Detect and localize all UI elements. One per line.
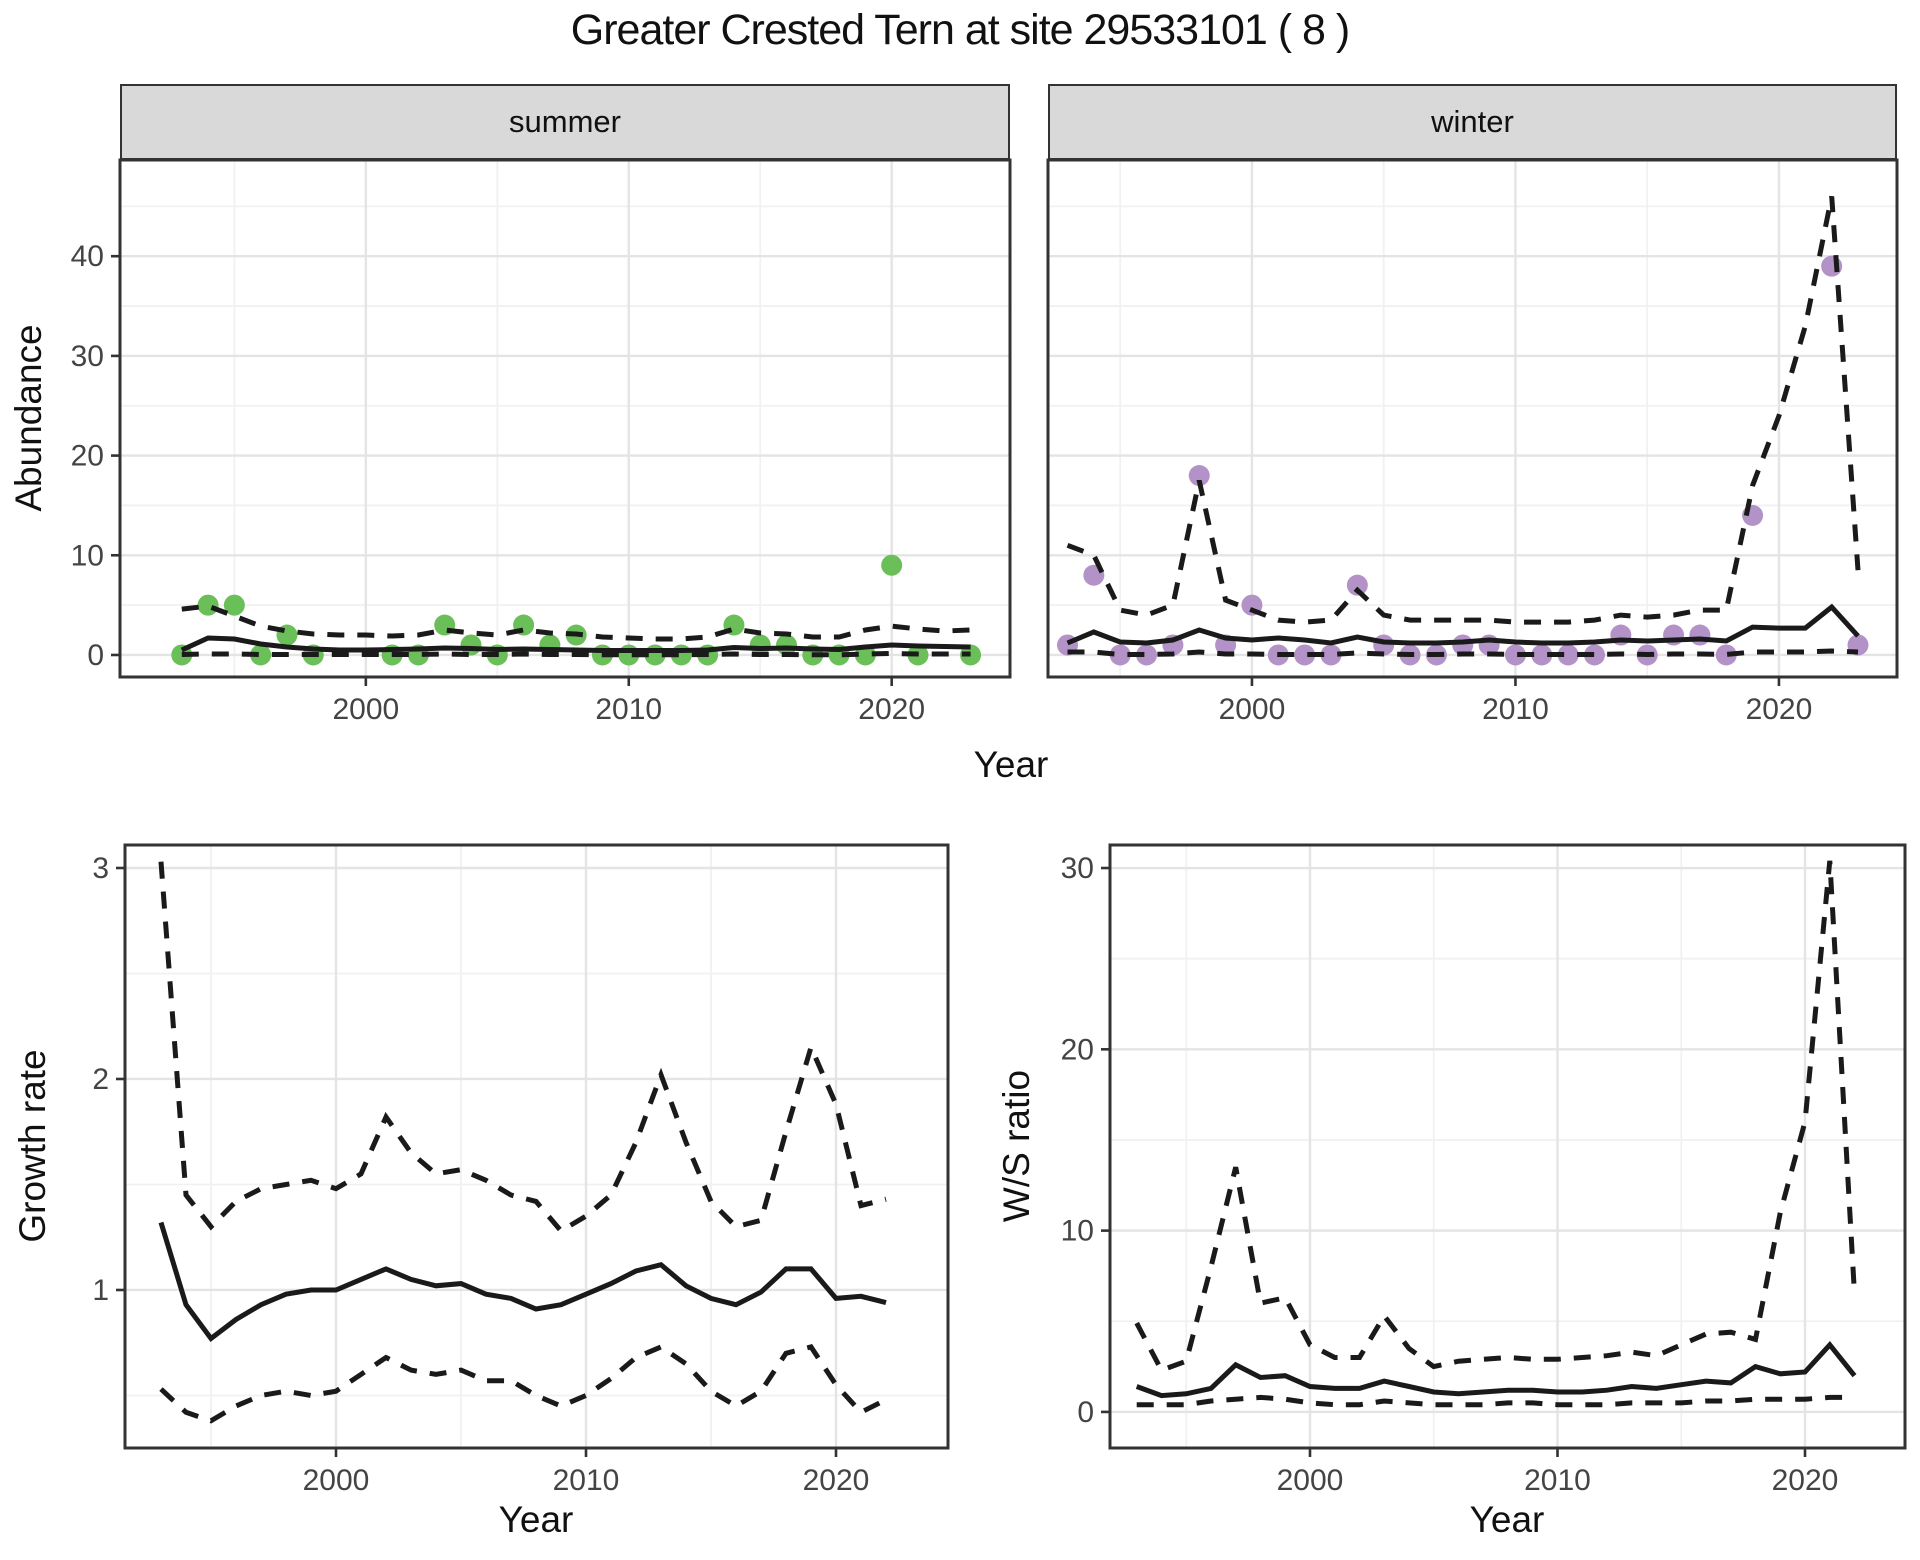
series-median-growth-rate	[158, 1221, 887, 1343]
x-axis-title-year-top: Year	[973, 744, 1049, 785]
panel-border	[118, 158, 1012, 679]
y-tick-label: 40	[71, 240, 104, 273]
data-point-winter	[1504, 644, 1526, 666]
data-point-winter	[1531, 644, 1553, 666]
series-lower-credible-interval	[181, 650, 971, 658]
x-tick-label: 2000	[303, 1464, 370, 1497]
x-tick-label: 2020	[858, 693, 925, 726]
data-point-winter	[1109, 644, 1131, 666]
x-tick-label: 2010	[553, 1464, 620, 1497]
y-tick-label: 20	[71, 440, 104, 473]
y-tick-label: 10	[71, 539, 104, 572]
y-tick-label: 3	[92, 852, 109, 885]
data-point-winter	[1557, 644, 1579, 666]
data-point-summer	[223, 594, 245, 616]
facet-strip-winter: winter	[1048, 84, 1897, 160]
x-tick-label: 2000	[1277, 1464, 1344, 1497]
x-tick-label: 2020	[1772, 1464, 1839, 1497]
panel-background	[125, 845, 948, 1448]
data-point-winter	[1689, 624, 1711, 646]
data-point-winter	[1346, 574, 1368, 596]
y-tick-label: 0	[1077, 1396, 1094, 1429]
panel-ws-ratio: 2000 2010 2020 0 10 20 30	[1061, 843, 1907, 1497]
panel-abundance-winter: 2000 2010 2020	[1046, 158, 1899, 726]
series-model-median	[1066, 603, 1860, 646]
y-tick-label: 2	[92, 1063, 109, 1096]
panel-background	[1048, 160, 1897, 677]
panel-growth-rate: 2000 2010 2020 1 2 3	[92, 843, 950, 1497]
series-upper-credible-interval	[1066, 195, 1861, 625]
panel-border	[1108, 843, 1907, 1450]
panel-border	[1046, 158, 1899, 679]
facet-strip-summer: summer	[120, 84, 1010, 160]
series-lower-credible-interval	[1067, 648, 1859, 658]
data-point-winter	[1320, 644, 1342, 666]
x-axis-title-year-bottom-left: Year	[498, 1499, 574, 1540]
y-tick-label: 1	[92, 1274, 109, 1307]
y-tick-label: 30	[1061, 852, 1094, 885]
y-tick-label: 20	[1061, 1033, 1094, 1066]
data-point-winter	[1715, 644, 1737, 666]
series-upper-credible-interval	[1134, 860, 1857, 1374]
data-point-winter	[1294, 644, 1316, 666]
panel-background	[1110, 845, 1905, 1448]
panel-border	[123, 843, 950, 1450]
series-lower-credible-interval	[159, 1344, 888, 1424]
x-tick-label: 2020	[803, 1464, 870, 1497]
data-point-summer	[197, 594, 219, 616]
y-tick-label: 10	[1061, 1215, 1094, 1248]
panel-abundance-summer: 2000 2010 2020 0 10 20 30 40	[71, 158, 1012, 726]
x-tick-label: 2010	[595, 693, 662, 726]
data-point-winter	[1188, 465, 1210, 487]
x-axis-title-year-bottom-right: Year	[1469, 1499, 1545, 1540]
y-axis-title-abundance: Abundance	[8, 324, 49, 512]
panel-background	[120, 160, 1010, 677]
series-upper-credible-interval	[181, 603, 971, 642]
plot-title: Greater Crested Tern at site 29533101 ( …	[570, 6, 1350, 54]
data-point-summer	[881, 554, 903, 576]
series-lower-credible-interval	[1136, 1394, 1855, 1408]
data-point-winter	[1742, 504, 1764, 526]
x-tick-label: 2010	[1524, 1464, 1591, 1497]
data-point-summer	[250, 644, 272, 666]
x-tick-label: 2010	[1482, 693, 1549, 726]
x-tick-label: 2000	[1219, 693, 1286, 726]
series-median-w-s-ratio	[1135, 1340, 1857, 1399]
y-tick-label: 0	[87, 639, 104, 672]
x-tick-label: 2000	[332, 693, 399, 726]
facet-strip-summer-label: summer	[509, 104, 621, 139]
series-model-median	[180, 635, 971, 653]
x-tick-label: 2020	[1746, 693, 1813, 726]
series-upper-credible-interval	[158, 861, 887, 1235]
data-point-winter	[1136, 644, 1158, 666]
y-axis-title-growth-rate: Growth rate	[12, 1049, 53, 1243]
data-point-winter	[1584, 644, 1606, 666]
facet-strip-winter-label: winter	[1431, 104, 1514, 139]
y-axis-title-ws-ratio: W/S ratio	[996, 1069, 1037, 1223]
y-tick-label: 30	[71, 340, 104, 373]
